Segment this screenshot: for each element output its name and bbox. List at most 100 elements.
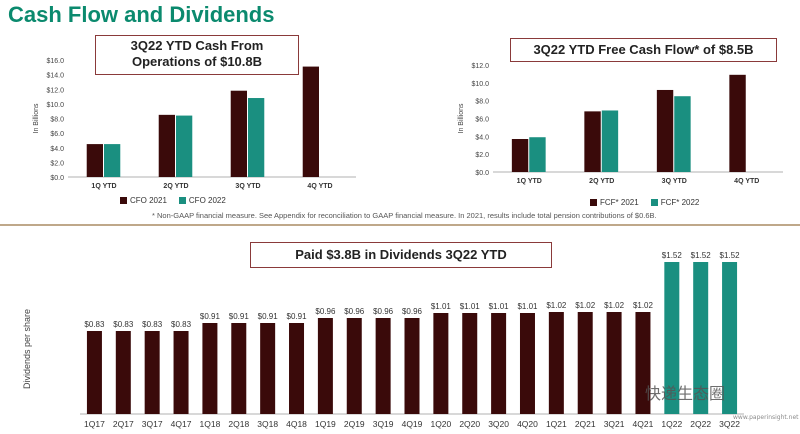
- legend-swatch: [178, 197, 186, 204]
- data-label: $0.83: [142, 320, 163, 329]
- data-label: $1.01: [460, 302, 481, 311]
- legend-swatch: [650, 199, 658, 206]
- legend-item: FCF* 2022: [650, 198, 699, 207]
- bar: [375, 318, 391, 414]
- x-tick-label: 2Q YTD: [163, 183, 188, 190]
- dividends-callout: Paid $3.8B in Dividends 3Q22 YTD: [250, 242, 552, 268]
- footnote: * Non-GAAP financial measure. See Append…: [152, 211, 657, 220]
- data-label: $0.96: [344, 307, 365, 316]
- legend-swatch: [590, 199, 597, 206]
- bar: [433, 313, 449, 414]
- data-label: $0.96: [315, 307, 336, 316]
- x-tick-label: 1Q19: [315, 419, 336, 429]
- x-tick-label: 4Q YTD: [307, 183, 332, 190]
- bar: [302, 66, 319, 177]
- fcf-chart: $0.0 $2.0 $4.0 $6.0 $8.0 $10.0 $12.0 In Billion…: [458, 63, 783, 185]
- bar: [144, 331, 160, 414]
- x-tick-label: 1Q YTD: [91, 183, 116, 190]
- legend-item: CFO 2021: [120, 196, 167, 205]
- data-label: $1.02: [575, 301, 596, 310]
- legend-label: FCF* 2021: [600, 198, 639, 207]
- x-tick-label: 4Q18: [286, 419, 307, 429]
- section-divider: [0, 224, 800, 226]
- dividends-chart: Dividends per share $0.83 1Q17 $0.83 2Q17 $0.…: [22, 251, 744, 429]
- x-tick-label: 3Q20: [488, 419, 509, 429]
- data-label: $0.96: [402, 307, 423, 316]
- bar: [656, 89, 674, 172]
- x-tick-label: 2Q YTD: [589, 178, 614, 185]
- data-label: $1.02: [633, 301, 654, 310]
- bar: [346, 318, 362, 414]
- y-tick-label: $6.0: [50, 131, 64, 138]
- y-tick-label: $0.0: [475, 170, 489, 177]
- page-title: Cash Flow and Dividends: [8, 2, 275, 27]
- legend-label: CFO 2021: [130, 196, 167, 205]
- y-tick-label: $16.0: [46, 58, 64, 65]
- y-tick-label: $10.0: [46, 102, 64, 109]
- bar: [176, 115, 193, 177]
- bar: [584, 111, 601, 172]
- x-tick-label: 2Q19: [344, 419, 365, 429]
- bar: [664, 262, 680, 414]
- x-tick-label: 2Q17: [113, 419, 134, 429]
- y-tick-label: $10.0: [471, 81, 489, 88]
- watermark-text: 快递生态圈: [645, 384, 726, 403]
- bar: [693, 262, 709, 414]
- x-tick-label: 3Q YTD: [235, 183, 260, 190]
- x-tick-label: 3Q18: [257, 419, 278, 429]
- x-tick-label: 4Q21: [633, 419, 654, 429]
- data-label: $0.91: [287, 312, 308, 321]
- bar: [173, 331, 189, 414]
- y-tick-label: $2.0: [475, 152, 489, 159]
- data-label: $0.91: [229, 312, 250, 321]
- x-tick-label: 1Q YTD: [517, 178, 542, 185]
- bar: [86, 144, 103, 177]
- watermark-url: www.paperinsight.net: [733, 414, 799, 421]
- bar: [606, 312, 622, 414]
- bar: [635, 312, 651, 414]
- x-tick-label: 4Q17: [171, 419, 192, 429]
- bar: [529, 137, 546, 172]
- x-tick-label: 1Q17: [84, 419, 105, 429]
- fcf-legend: FCF* 2021 FCF* 2022: [590, 198, 699, 207]
- y-tick-label: $0.0: [50, 175, 64, 182]
- bar: [722, 262, 738, 414]
- cfo-legend: CFO 2021 CFO 2022: [120, 196, 226, 205]
- data-label: $1.02: [604, 301, 625, 310]
- bar: [462, 313, 478, 414]
- bar: [260, 323, 276, 414]
- cfo-callout: 3Q22 YTD Cash From Operations of $10.8B: [95, 35, 299, 75]
- data-label: $1.52: [720, 251, 741, 260]
- y-axis-label: In Billions: [33, 103, 40, 133]
- x-tick-label: 3Q19: [373, 419, 394, 429]
- bar: [115, 331, 131, 414]
- x-tick-label: 2Q20: [459, 419, 480, 429]
- data-label: $0.91: [258, 312, 279, 321]
- x-tick-label: 4Q19: [402, 419, 423, 429]
- x-tick-label: 3Q21: [604, 419, 625, 429]
- data-label: $1.01: [517, 302, 538, 311]
- bar: [729, 74, 746, 172]
- y-tick-label: $14.0: [46, 73, 64, 80]
- y-tick-label: $2.0: [50, 160, 64, 167]
- watermark-logo: 快递生态圈 www.paperinsight.net: [645, 380, 799, 430]
- y-tick-label: $4.0: [475, 134, 489, 141]
- legend-label: CFO 2022: [188, 196, 226, 205]
- bar: [104, 144, 121, 177]
- bar: [601, 110, 619, 172]
- bar: [230, 90, 247, 177]
- data-label: $0.83: [113, 320, 134, 329]
- y-tick-label: $8.0: [50, 117, 64, 124]
- x-tick-label: 1Q20: [430, 419, 451, 429]
- y-tick-label: $12.0: [46, 87, 64, 94]
- x-tick-label: 4Q20: [517, 419, 538, 429]
- cfo-chart: $0.0 $2.0 $4.0 $6.0 $8.0 $10.0 $12.0 $14.0 $16.0…: [33, 58, 356, 190]
- bar: [511, 139, 529, 172]
- data-label: $1.01: [431, 302, 452, 311]
- data-label: $1.02: [546, 301, 567, 310]
- bar: [317, 318, 333, 414]
- x-tick-label: 3Q YTD: [662, 178, 687, 185]
- x-tick-label: 2Q21: [575, 419, 596, 429]
- data-label: $1.52: [691, 251, 712, 260]
- bar: [202, 323, 218, 414]
